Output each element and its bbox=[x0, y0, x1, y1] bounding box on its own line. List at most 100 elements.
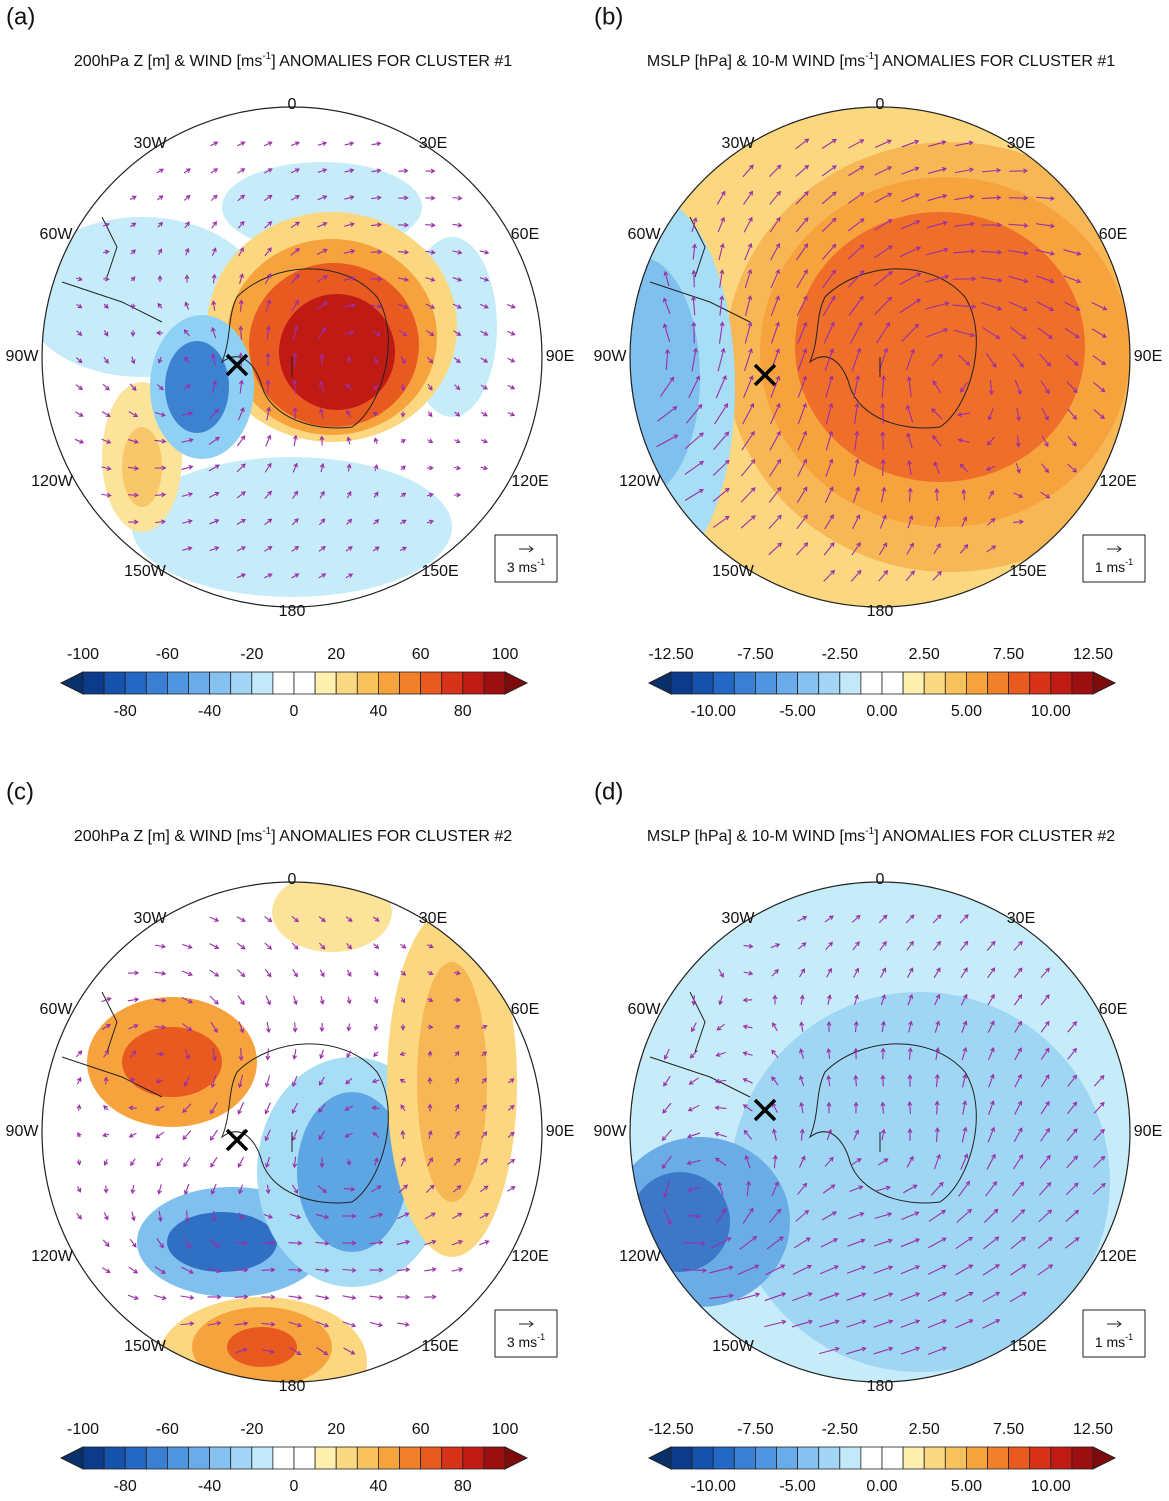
wind-arrow bbox=[880, 1101, 886, 1114]
wind-arrow bbox=[507, 357, 516, 363]
wind-arrow bbox=[454, 411, 461, 417]
wind-arrow bbox=[317, 195, 328, 201]
wind-arrow bbox=[823, 569, 836, 582]
longitude-label: 90E bbox=[1134, 1123, 1162, 1140]
wind-arrow bbox=[264, 916, 273, 923]
wind-arrow bbox=[880, 431, 886, 450]
wind-arrow bbox=[237, 407, 245, 421]
wind-arrow bbox=[771, 1181, 779, 1197]
wind-arrow bbox=[873, 1238, 893, 1247]
wind-arrow bbox=[952, 276, 977, 282]
wind-arrow bbox=[952, 304, 977, 310]
wind-arrow bbox=[102, 1239, 110, 1247]
reference-label: 3 ms-1 bbox=[507, 557, 545, 574]
wind-arrow bbox=[317, 221, 328, 228]
wind-arrow bbox=[346, 1050, 352, 1059]
wind-arrow bbox=[454, 438, 461, 444]
wind-arrow bbox=[344, 1132, 353, 1138]
colorbar-box bbox=[1008, 671, 1031, 695]
wind-arrow bbox=[400, 1024, 406, 1031]
wind-arrow bbox=[451, 1267, 464, 1272]
wind-arrow bbox=[480, 438, 489, 444]
wind-arrow bbox=[713, 431, 730, 451]
wind-arrow bbox=[400, 383, 406, 392]
wind-arrow bbox=[261, 1321, 276, 1327]
wind-arrow bbox=[157, 248, 163, 256]
wind-arrow bbox=[452, 277, 463, 282]
wind-arrow bbox=[982, 327, 1001, 340]
wind-arrow bbox=[961, 516, 968, 528]
wind-arrow bbox=[852, 486, 860, 503]
longitude-label: 0 bbox=[876, 871, 885, 888]
colorbar-box bbox=[670, 671, 693, 695]
wind-arrow bbox=[399, 1078, 406, 1084]
longitude-label: 60E bbox=[1099, 1001, 1127, 1018]
wind-arrow bbox=[265, 379, 271, 394]
colorbar-label: -100 bbox=[67, 646, 99, 663]
wind-arrow bbox=[933, 543, 941, 555]
wind-arrow bbox=[129, 1238, 137, 1248]
wind-arrow bbox=[183, 1183, 190, 1196]
longitude-label: 30E bbox=[1007, 910, 1035, 927]
wind-arrow bbox=[1092, 1182, 1106, 1195]
colorbar-label: -60 bbox=[156, 1421, 179, 1438]
wind-arrow bbox=[935, 1047, 940, 1060]
wind-arrow bbox=[182, 546, 193, 552]
wind-arrow bbox=[927, 167, 947, 174]
wind-arrow bbox=[291, 1075, 298, 1087]
wind-arrow bbox=[506, 304, 516, 309]
colorbar-label: 0 bbox=[290, 703, 299, 720]
wind-arrow bbox=[184, 274, 190, 283]
wind-arrow bbox=[795, 1209, 810, 1222]
wind-arrow bbox=[819, 1265, 839, 1275]
title-text: 200hPa Z [m] & WIND [ms bbox=[74, 53, 262, 70]
colorbar-label: -2.50 bbox=[822, 1421, 859, 1438]
wind-arrow bbox=[986, 518, 996, 526]
wind-arrow bbox=[691, 321, 697, 344]
wind-arrow bbox=[210, 194, 218, 202]
wind-arrow bbox=[986, 436, 995, 446]
wind-arrow bbox=[102, 1132, 109, 1138]
wind-arrow bbox=[793, 1237, 811, 1249]
wind-arrow bbox=[799, 1048, 805, 1059]
wind-arrow bbox=[1014, 1047, 1022, 1061]
wind-arrow bbox=[1008, 249, 1029, 256]
anomaly-shading bbox=[165, 341, 229, 433]
wind-arrow bbox=[157, 274, 163, 282]
wind-arrow bbox=[103, 303, 109, 309]
colorbar-box bbox=[797, 1446, 820, 1470]
wind-arrow bbox=[823, 542, 835, 556]
wind-arrow bbox=[1008, 275, 1029, 284]
wind-arrow bbox=[712, 515, 730, 529]
wind-arrow bbox=[1091, 328, 1107, 338]
wind-arrow bbox=[1036, 301, 1055, 311]
wind-arrow bbox=[928, 1209, 946, 1222]
wind-arrow bbox=[846, 1292, 867, 1301]
wind-arrow bbox=[746, 1180, 751, 1197]
wind-arrow bbox=[373, 519, 380, 525]
colorbar-box bbox=[441, 671, 464, 695]
wind-arrow bbox=[210, 141, 219, 147]
wind-arrow bbox=[291, 299, 299, 312]
wind-arrow bbox=[318, 1103, 326, 1113]
colorbar-box bbox=[272, 1446, 295, 1470]
wind-arrow bbox=[128, 411, 139, 417]
wind-arrow bbox=[661, 1155, 672, 1169]
wind-arrow bbox=[927, 1292, 947, 1302]
colorbar-box bbox=[441, 1446, 464, 1470]
wind-arrow bbox=[480, 330, 489, 336]
wind-arrow bbox=[210, 168, 219, 174]
wind-arrow bbox=[264, 1075, 271, 1088]
coastline bbox=[61, 991, 163, 1098]
wind-arrow bbox=[768, 542, 783, 556]
wind-arrow bbox=[662, 297, 671, 314]
colorbar-label: 80 bbox=[454, 703, 472, 720]
wind-arrow bbox=[481, 1104, 487, 1112]
wind-arrow bbox=[853, 458, 860, 477]
wind-arrow bbox=[128, 519, 139, 525]
wind-arrow bbox=[345, 383, 353, 390]
wind-arrow bbox=[709, 1293, 734, 1300]
wind-arrow bbox=[1040, 1074, 1050, 1088]
wind-arrow bbox=[210, 326, 217, 339]
wind-arrow bbox=[903, 1184, 918, 1194]
